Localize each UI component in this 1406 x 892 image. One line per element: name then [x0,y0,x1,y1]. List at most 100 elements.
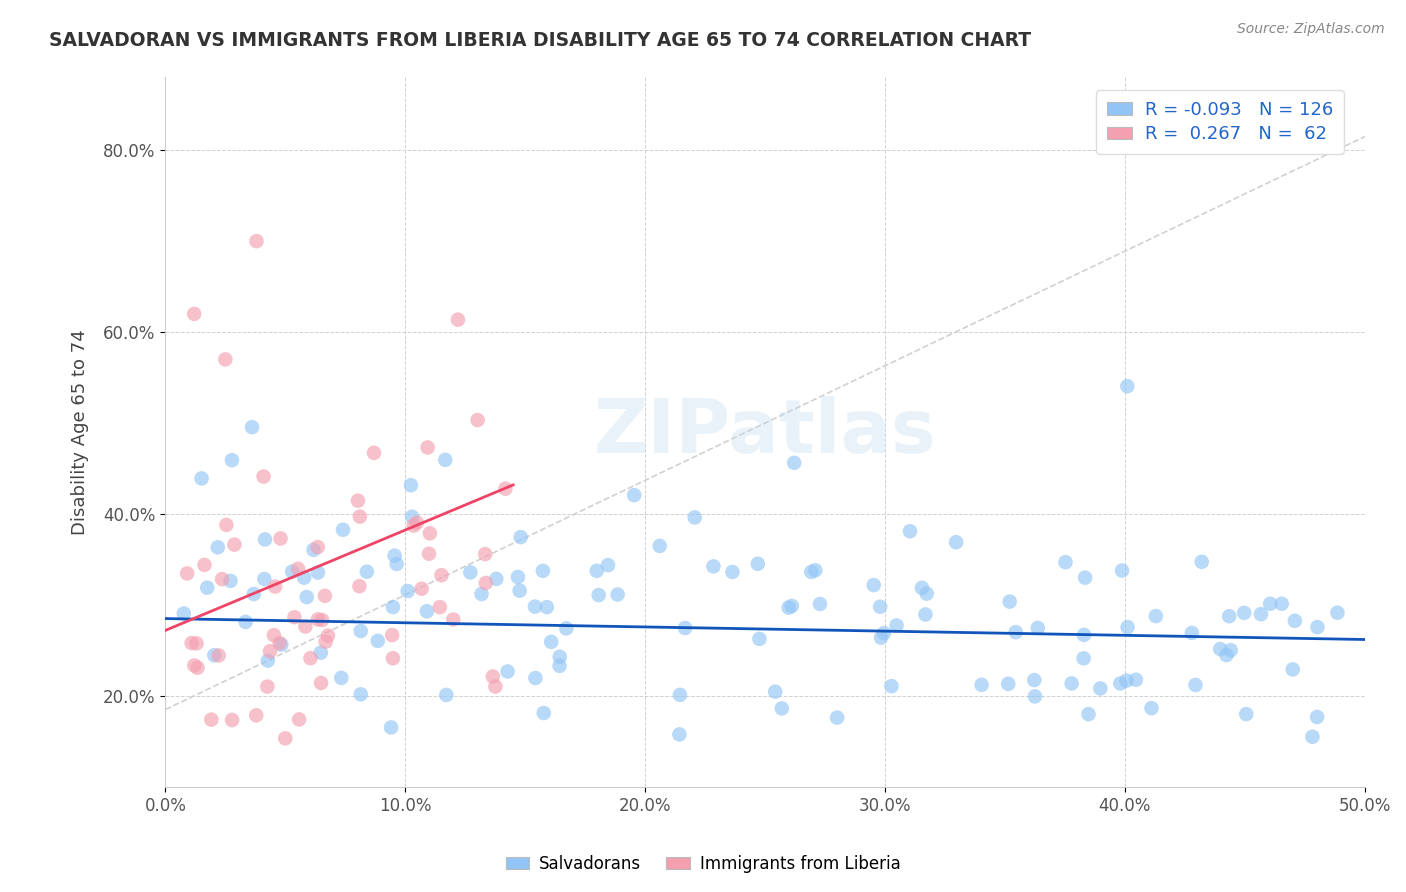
Point [419,526,441,541]
Point [295,590,318,604]
Point [482,669,505,683]
Point [1116,620,1139,634]
Y-axis label: Disability Age 65 to 74: Disability Age 65 to 74 [72,329,89,535]
Point [484,680,506,694]
Point [1026,621,1049,635]
Point [1090,681,1112,696]
Point [274,731,297,746]
Point [668,727,690,741]
Point [1073,628,1095,642]
Point [416,604,439,618]
Point [252,469,274,483]
Point [263,628,285,642]
Point [434,453,457,467]
Point [1250,607,1272,622]
Point [253,533,276,547]
Point [623,488,645,502]
Point [299,651,322,665]
Point [316,629,339,643]
Point [307,612,329,626]
Point [470,587,492,601]
Point [970,678,993,692]
Point [235,615,257,629]
Point [180,636,202,650]
Point [302,542,325,557]
Point [396,584,419,599]
Point [347,493,370,508]
Point [467,413,489,427]
Point [1077,707,1099,722]
Point [869,599,891,614]
Point [1191,555,1213,569]
Point [221,453,243,467]
Point [1233,606,1256,620]
Point [288,713,311,727]
Point [911,581,934,595]
Point [314,589,336,603]
Point [747,557,769,571]
Point [405,516,427,530]
Point [1215,648,1237,662]
Point [269,636,291,650]
Point [1326,606,1348,620]
Point [311,613,333,627]
Point [193,558,215,572]
Point [207,541,229,555]
Point [367,633,389,648]
Point [721,565,744,579]
Point [190,471,212,485]
Point [356,565,378,579]
Point [1144,609,1167,624]
Point [669,688,692,702]
Point [1125,673,1147,687]
Point [330,671,353,685]
Point [870,631,893,645]
Point [349,509,371,524]
Point [506,570,529,584]
Point [332,523,354,537]
Point [683,510,706,524]
Point [588,588,610,602]
Point [596,558,619,573]
Point [270,532,292,546]
Point [945,535,967,549]
Point [200,713,222,727]
Point [429,600,451,615]
Legend: Salvadorans, Immigrants from Liberia: Salvadorans, Immigrants from Liberia [499,848,907,880]
Point [186,636,208,650]
Point [523,599,546,614]
Point [176,566,198,581]
Point [898,524,921,539]
Point [401,509,423,524]
Point [245,708,267,723]
Point [915,586,938,600]
Point [531,564,554,578]
Point [215,517,238,532]
Point [256,680,278,694]
Point [349,579,371,593]
Point [460,566,482,580]
Point [1218,609,1240,624]
Point [474,547,496,561]
Point [411,582,433,596]
Point [778,600,800,615]
Point [240,420,263,434]
Point [1140,701,1163,715]
Point [270,638,292,652]
Point [1209,642,1232,657]
Point [555,621,578,635]
Point [384,549,406,563]
Point [1281,662,1303,676]
Point [1234,707,1257,722]
Point [1258,597,1281,611]
Point [183,658,205,673]
Point [485,572,508,586]
Point [402,518,425,533]
Point [1219,643,1241,657]
Point [214,352,236,367]
Point [224,538,246,552]
Point [381,600,404,615]
Point [804,563,827,577]
Point [243,587,266,601]
Point [363,446,385,460]
